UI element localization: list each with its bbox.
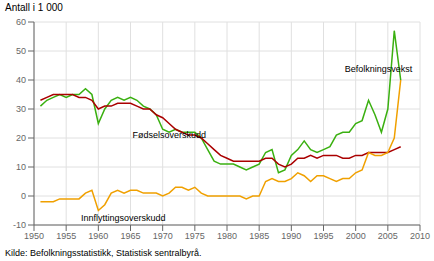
svg-text:1970: 1970 <box>153 231 173 241</box>
svg-text:Innflyttingsoverskudd: Innflyttingsoverskudd <box>81 213 166 223</box>
svg-text:Befolkningsvekst: Befolkningsvekst <box>345 64 413 74</box>
svg-text:2010: 2010 <box>410 231 426 241</box>
svg-text:1995: 1995 <box>313 231 333 241</box>
svg-text:1985: 1985 <box>249 231 269 241</box>
svg-text:1955: 1955 <box>56 231 76 241</box>
svg-text:1965: 1965 <box>120 231 140 241</box>
svg-text:1960: 1960 <box>88 231 108 241</box>
svg-text:2005: 2005 <box>378 231 398 241</box>
html-text:Kilde: Befolkningsstatistikk,: Kilde: Befolkningsstatistikk, Statistisk… <box>5 248 202 258</box>
svg-text:1980: 1980 <box>217 231 237 241</box>
svg-text:0: 0 <box>21 191 26 201</box>
svg-text:30: 30 <box>16 104 26 114</box>
svg-text:1950: 1950 <box>24 231 44 241</box>
svg-text:2000: 2000 <box>346 231 366 241</box>
svg-text:20: 20 <box>16 133 26 143</box>
html-text:Antall i 1 000: Antall i 1 000 <box>5 2 63 13</box>
svg-text:40: 40 <box>16 75 26 85</box>
svg-text:Fødselsoverskudd: Fødselsoverskudd <box>133 130 207 140</box>
svg-text:1990: 1990 <box>281 231 301 241</box>
svg-text:10: 10 <box>16 162 26 172</box>
svg-text:60: 60 <box>16 17 26 27</box>
svg-text:1975: 1975 <box>185 231 205 241</box>
svg-text:-10: -10 <box>13 220 26 230</box>
svg-text:50: 50 <box>16 46 26 56</box>
